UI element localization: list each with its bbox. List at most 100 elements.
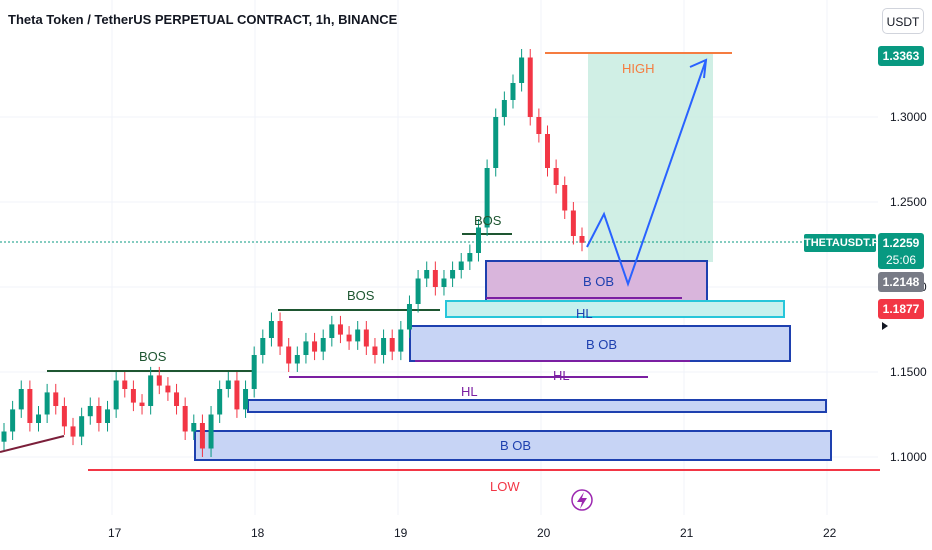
candle-body: [398, 329, 404, 352]
candle-body: [372, 346, 378, 355]
candle-body: [156, 375, 162, 386]
candle-body: [536, 117, 542, 134]
ob-zone-bottom: [194, 430, 832, 461]
candle-body: [27, 389, 33, 423]
candle-body: [450, 270, 456, 279]
candle-body: [484, 168, 490, 228]
candle-body: [1, 431, 7, 442]
candle-body: [406, 304, 412, 330]
candle-body: [337, 324, 343, 335]
candle-body: [277, 321, 283, 347]
chart-title: Theta Token / TetherUS PERPETUAL CONTRAC…: [8, 12, 398, 27]
candle-body: [475, 227, 481, 253]
candle-body: [208, 414, 214, 449]
candle-body: [96, 406, 102, 423]
ob-label-3: B OB: [500, 438, 531, 453]
price-tag-high: 1.3363: [878, 46, 924, 66]
trend-line: [0, 435, 65, 453]
candle-body: [225, 380, 231, 389]
ob-zone-top: [485, 260, 708, 303]
candles: [1, 49, 585, 457]
price-tag-mid: 1.2148: [878, 272, 924, 292]
candle-body: [105, 409, 111, 423]
bos-label-1: BOS: [139, 349, 167, 364]
candle-body: [320, 338, 326, 352]
candle-body: [553, 168, 559, 185]
hl-label-1: HL: [576, 306, 593, 321]
ob-label-2: B OB: [586, 337, 617, 352]
currency-button[interactable]: USDT: [882, 8, 924, 34]
candle-body: [10, 409, 16, 432]
candle-body: [251, 355, 257, 389]
candle-body: [113, 380, 119, 410]
candle-body: [174, 392, 180, 406]
low-label: LOW: [490, 479, 520, 494]
candle-body: [467, 253, 473, 262]
candle-body: [122, 380, 128, 389]
projection-arrowhead: [689, 58, 708, 79]
candle-body: [139, 402, 145, 406]
target-zone: [588, 53, 713, 262]
symbol-tag: THETAUSDT.P: [804, 234, 879, 252]
candle-body: [18, 389, 24, 410]
y-tick-label: 1.1500: [890, 365, 927, 379]
candle-body: [268, 321, 274, 338]
x-tick-label: 20: [537, 526, 551, 540]
y-tick-label: 1.2500: [890, 195, 927, 209]
candle-body: [217, 389, 223, 415]
candle-body: [70, 426, 76, 437]
candle-body: [441, 278, 447, 287]
candle-body: [234, 380, 240, 410]
candle-body: [199, 423, 205, 449]
x-axis[interactable]: 17 18 19 20 21 22: [108, 526, 837, 540]
candle-body: [510, 83, 516, 100]
hl-label-3: HL: [461, 384, 478, 399]
candle-body: [527, 57, 533, 117]
price-tag-last: 1.2259: [878, 233, 924, 253]
candle-body: [79, 416, 85, 437]
candle-body: [61, 406, 67, 427]
candle-body: [389, 338, 395, 352]
candle-body: [312, 341, 318, 352]
candle-body: [130, 389, 136, 403]
candle-body: [355, 329, 361, 342]
high-label: HIGH: [622, 61, 655, 76]
candle-body: [303, 341, 309, 355]
candle-body: [165, 385, 171, 393]
candle-body: [363, 329, 369, 347]
bos-label-2: BOS: [347, 288, 375, 303]
candle-body: [458, 261, 464, 270]
candle-body: [562, 185, 568, 211]
candle-body: [570, 210, 576, 236]
x-tick-label: 22: [823, 526, 837, 540]
candle-body: [191, 423, 197, 432]
candle-body: [493, 117, 499, 168]
candle-body: [501, 100, 507, 117]
lightning-icon[interactable]: [571, 489, 593, 511]
x-tick-label: 18: [251, 526, 265, 540]
ob-zone-mid: [409, 325, 791, 362]
x-tick-label: 17: [108, 526, 122, 540]
cyan-zone: [445, 300, 785, 318]
candle-body: [381, 338, 387, 355]
y-tick-label: 1.1000: [890, 450, 927, 464]
candle-body: [53, 392, 59, 406]
scroll-marker-icon[interactable]: [882, 322, 888, 330]
candle-body: [424, 270, 430, 279]
candle-body: [415, 278, 421, 304]
bos-label-3: BOS: [474, 213, 502, 228]
candle-body: [87, 406, 93, 417]
candle-body: [148, 375, 154, 406]
x-tick-label: 19: [394, 526, 408, 540]
price-tag-countdown: 25:06: [878, 251, 924, 269]
price-tag-low: 1.1877: [878, 299, 924, 319]
candle-body: [329, 324, 335, 338]
candle-body: [44, 392, 50, 415]
candle-body: [579, 236, 585, 243]
candle-body: [432, 270, 438, 287]
hl-label-2: HL: [553, 368, 570, 383]
candle-body: [519, 57, 525, 83]
ob-zone-lower: [247, 399, 827, 413]
candle-body: [294, 355, 300, 364]
